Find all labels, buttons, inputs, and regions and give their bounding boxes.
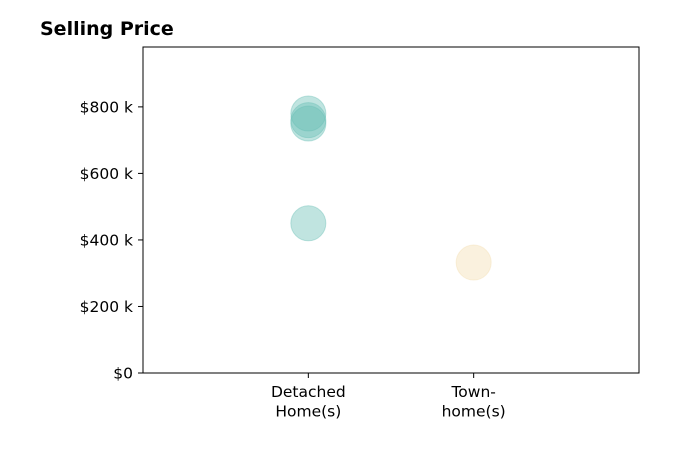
data-point — [290, 95, 327, 132]
data-point — [455, 244, 492, 281]
data-point — [290, 105, 327, 142]
data-point — [290, 102, 327, 139]
chart-title: Selling Price — [40, 18, 174, 40]
y-tick-label: $200 k — [80, 298, 133, 316]
x-axis: Detached Home(s) Town-home(s) — [271, 373, 506, 421]
plot-frame — [142, 46, 640, 374]
y-axis: $0 $200 k $400 k $600 k $800 k — [80, 98, 143, 383]
points-layer — [290, 95, 492, 281]
y-tick-label: $400 k — [80, 231, 133, 249]
data-point — [290, 205, 327, 242]
y-tick-label: $600 k — [80, 165, 133, 183]
x-tick-label: Detached Home(s) — [271, 383, 346, 421]
y-tick-label: $0 — [113, 365, 133, 383]
y-tick-label: $800 k — [80, 98, 133, 116]
x-tick-label: Town-home(s) — [442, 383, 506, 421]
